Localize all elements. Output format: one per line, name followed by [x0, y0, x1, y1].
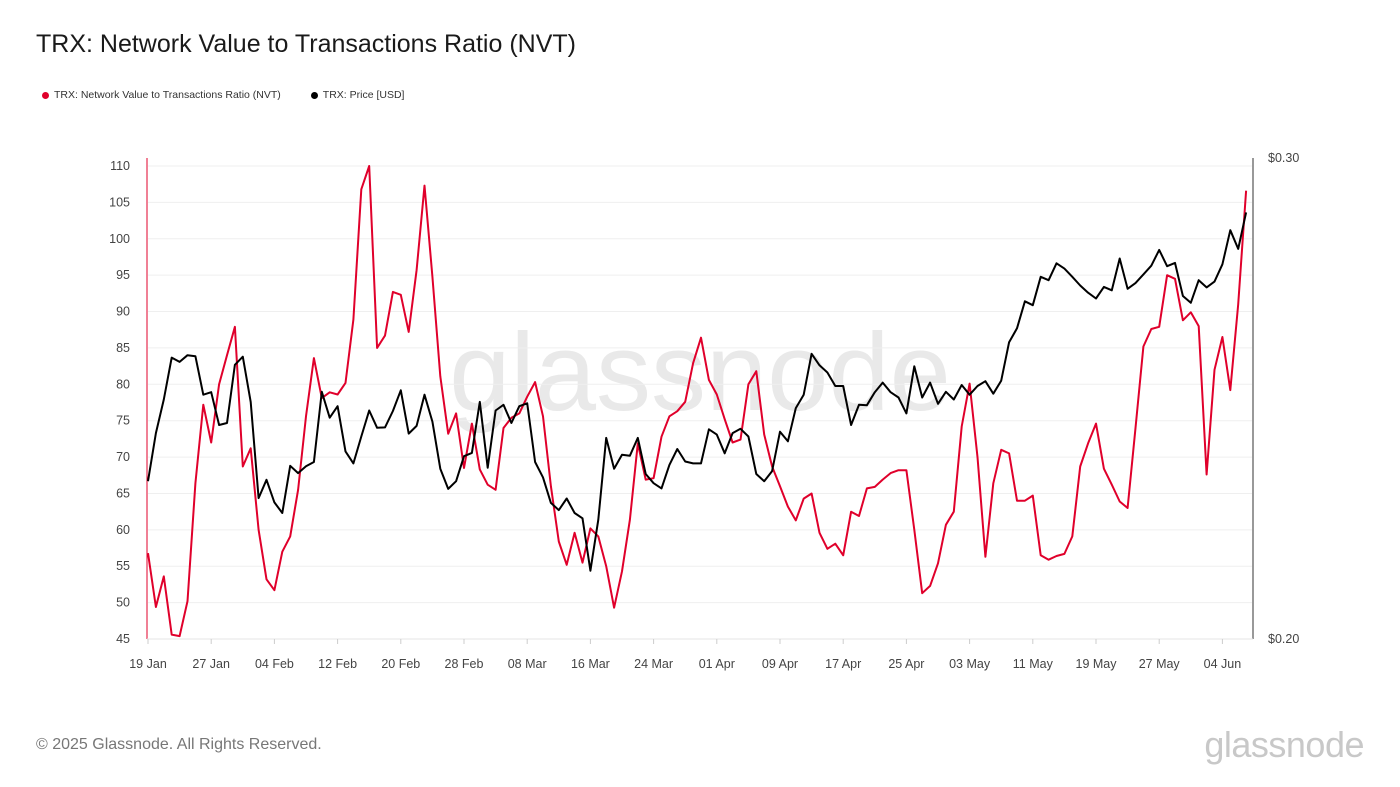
x-tick-label: 27 Jan	[192, 657, 230, 671]
copyright: © 2025 Glassnode. All Rights Reserved.	[36, 736, 322, 753]
right-tick-label: $0.30	[1268, 151, 1299, 165]
x-tick-label: 12 Feb	[318, 657, 357, 671]
x-tick-label: 19 May	[1076, 657, 1118, 671]
legend: TRX: Network Value to Transactions Ratio…	[42, 89, 404, 101]
y-tick-label: 70	[116, 450, 130, 464]
series-lines	[147, 165, 1248, 638]
y-tick-label: 100	[109, 232, 130, 246]
x-tick-label: 09 Apr	[762, 657, 798, 671]
y-tick-label: 85	[116, 341, 130, 355]
page-title: TRX: Network Value to Transactions Ratio…	[36, 30, 576, 58]
y-tick-label: 55	[116, 559, 130, 573]
x-axis: 19 Jan 27 Jan 04 Feb 12 Feb 20 Feb 28 Feb 08 M…	[129, 638, 1253, 671]
x-tick-label: 24 Mar	[634, 657, 673, 671]
price-line	[147, 212, 1248, 572]
x-tick-label: 28 Feb	[445, 657, 484, 671]
gridlines	[148, 165, 1252, 640]
x-tick-label: 27 May	[1139, 657, 1181, 671]
y-tick-label: 80	[116, 377, 130, 391]
x-tick-label: 04 Jun	[1204, 657, 1242, 671]
glassnode-logo: glassnode	[1204, 724, 1364, 765]
watermark: glassnode	[449, 311, 951, 434]
left-axis: 45 50 55 60 65 70 75 80 85 90 95 100 105 110	[109, 158, 148, 646]
y-tick-label: 75	[116, 414, 130, 428]
legend-label: TRX: Price [USD]	[322, 89, 405, 101]
x-tick-label: 17 Apr	[825, 657, 861, 671]
y-tick-label: 95	[116, 268, 130, 282]
legend-item-nvt[interactable]: TRX: Network Value to Transactions Ratio…	[42, 89, 281, 101]
legend-dot-icon	[310, 91, 318, 99]
x-tick-label: 25 Apr	[888, 657, 924, 671]
x-tick-label: 08 Mar	[508, 657, 547, 671]
y-tick-label: 90	[116, 305, 130, 319]
right-tick-label: $0.20	[1268, 632, 1299, 646]
legend-label: TRX: Network Value to Transactions Ratio…	[54, 89, 281, 101]
y-tick-label: 65	[116, 486, 130, 500]
y-tick-label: 45	[116, 632, 130, 646]
legend-item-price[interactable]: TRX: Price [USD]	[310, 89, 405, 101]
x-tick-label: 01 Apr	[699, 657, 735, 671]
nvt-line	[147, 165, 1248, 638]
legend-dot-icon	[42, 91, 49, 99]
x-tick-label: 03 May	[949, 657, 991, 671]
x-tick-label: 19 Jan	[129, 657, 167, 671]
right-axis: $0.20 $0.30	[1252, 151, 1299, 646]
y-tick-label: 105	[109, 195, 130, 209]
x-tick-label: 11 May	[1013, 657, 1054, 671]
y-tick-label: 110	[110, 159, 130, 173]
y-tick-label: 60	[116, 523, 130, 537]
x-tick-label: 04 Feb	[255, 657, 294, 671]
x-tick-label: 20 Feb	[381, 657, 420, 671]
x-tick-label: 16 Mar	[571, 657, 610, 671]
y-tick-label: 50	[116, 596, 130, 610]
